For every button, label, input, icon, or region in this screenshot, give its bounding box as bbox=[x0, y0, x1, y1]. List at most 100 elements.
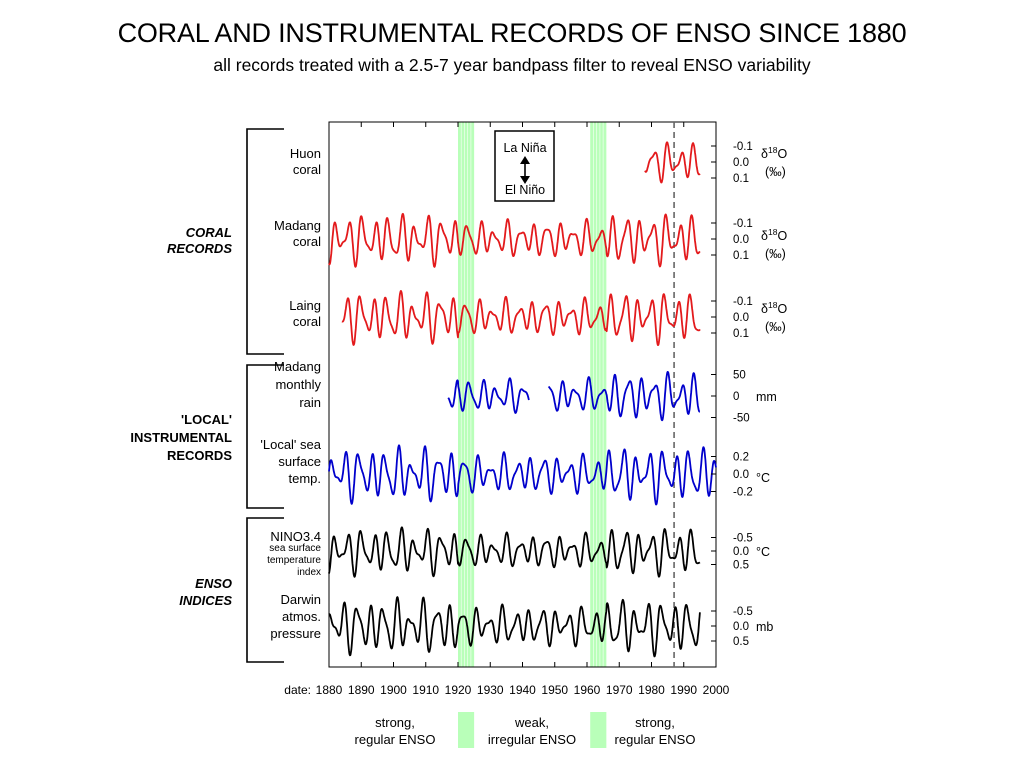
series-line bbox=[447, 371, 701, 422]
legend-arrow-up-icon bbox=[520, 156, 530, 164]
highlight-band-key bbox=[590, 712, 607, 748]
y-unit-label: δ18O bbox=[761, 227, 787, 243]
y-tick-label: 50 bbox=[733, 370, 746, 382]
series-group bbox=[328, 526, 701, 578]
y-tick-label: 0.0 bbox=[733, 469, 749, 481]
y-unit-label: °C bbox=[756, 471, 770, 485]
group-bracket bbox=[246, 364, 284, 509]
y-unit-label: (‰) bbox=[765, 320, 786, 334]
x-tick-label: 1990 bbox=[670, 683, 697, 697]
y-unit-label: °C bbox=[756, 545, 770, 559]
y-unit-label: (‰) bbox=[765, 165, 786, 179]
series-label: Madang bbox=[274, 359, 321, 374]
y-tick-label: -0.1 bbox=[733, 218, 753, 230]
y-tick-label: 0.0 bbox=[733, 157, 749, 169]
series-label: Huon bbox=[290, 146, 321, 161]
x-tick-label: 2000 bbox=[703, 683, 730, 697]
y-tick-label: 0.0 bbox=[733, 546, 749, 558]
y-tick-label: -0.2 bbox=[733, 487, 753, 499]
highlight-band-key bbox=[458, 712, 475, 748]
group-label: INDICES bbox=[179, 593, 232, 608]
la-nina-el-nino-legend: La Niña El Niño bbox=[494, 130, 555, 202]
group-label: CORAL bbox=[186, 225, 232, 240]
chart-subtitle: all records treated with a 2.5-7 year ba… bbox=[213, 55, 811, 75]
series-group bbox=[328, 444, 717, 506]
x-tick-label: 1910 bbox=[412, 683, 439, 697]
period-annotation: irregular ENSO bbox=[488, 732, 576, 747]
y-unit-label: mm bbox=[756, 390, 777, 404]
x-tick-label: 1970 bbox=[606, 683, 633, 697]
series-group bbox=[341, 290, 701, 346]
x-tick-label: 1880 bbox=[316, 683, 343, 697]
group-bracket bbox=[246, 517, 284, 663]
series-line bbox=[328, 444, 717, 506]
series-label: coral bbox=[293, 234, 321, 249]
series-group bbox=[328, 212, 701, 268]
series-line bbox=[328, 526, 701, 578]
y-unit-label: δ18O bbox=[761, 145, 787, 161]
chart-title: CORAL AND INSTRUMENTAL RECORDS OF ENSO S… bbox=[117, 18, 907, 48]
x-tick-label: 1980 bbox=[638, 683, 665, 697]
group-label: RECORDS bbox=[167, 448, 232, 463]
series-line bbox=[644, 141, 701, 184]
series-label: temp. bbox=[288, 471, 321, 486]
group-label: RECORDS bbox=[167, 241, 232, 256]
series-label: coral bbox=[293, 314, 321, 329]
legend-el-nino: El Niño bbox=[505, 183, 545, 197]
x-tick-label: 1900 bbox=[380, 683, 407, 697]
period-annotation: weak, bbox=[514, 715, 549, 730]
period-annotation: strong, bbox=[635, 715, 675, 730]
series-label: Laing bbox=[289, 298, 321, 313]
legend-la-nina: La Niña bbox=[503, 141, 546, 155]
series-label: Darwin bbox=[281, 592, 321, 607]
y-unit-label: (‰) bbox=[765, 247, 786, 261]
y-tick-label: 0.0 bbox=[733, 621, 749, 633]
series-label: sea surface bbox=[269, 543, 321, 554]
series-line bbox=[328, 212, 701, 268]
group-label: INSTRUMENTAL bbox=[130, 430, 232, 445]
y-tick-label: 0.1 bbox=[733, 328, 749, 340]
series-label: atmos. bbox=[282, 609, 321, 624]
series-group bbox=[644, 141, 701, 184]
y-tick-label: 0.1 bbox=[733, 250, 749, 262]
y-tick-label: 0.1 bbox=[733, 173, 749, 185]
series-group bbox=[328, 596, 701, 658]
series-label: rain bbox=[299, 395, 321, 410]
x-tick-label: 1930 bbox=[477, 683, 504, 697]
x-tick-label: 1950 bbox=[541, 683, 568, 697]
group-label: ENSO bbox=[195, 576, 232, 591]
series-label: NINO3.4 bbox=[270, 529, 321, 544]
series-label: index bbox=[297, 567, 321, 578]
y-unit-label: mb bbox=[756, 620, 773, 634]
y-tick-label: -0.1 bbox=[733, 141, 753, 153]
y-tick-label: 0 bbox=[733, 391, 739, 403]
series-label: pressure bbox=[270, 626, 321, 641]
period-annotation: regular ENSO bbox=[355, 732, 436, 747]
series-label: surface bbox=[278, 454, 321, 469]
x-tick-label: 1960 bbox=[574, 683, 601, 697]
legend-arrow-down-icon bbox=[520, 176, 530, 184]
x-tick-label: 1890 bbox=[348, 683, 375, 697]
series-label: Madang bbox=[274, 218, 321, 233]
series-group bbox=[447, 371, 701, 422]
y-tick-label: 0.0 bbox=[733, 234, 749, 246]
series-label: temperature bbox=[267, 555, 321, 566]
y-tick-label: -0.5 bbox=[733, 606, 753, 618]
y-tick-label: -0.1 bbox=[733, 296, 753, 308]
series-label: coral bbox=[293, 162, 321, 177]
y-tick-label: 0.5 bbox=[733, 560, 749, 572]
y-tick-label: 0.0 bbox=[733, 312, 749, 324]
group-label: 'LOCAL' bbox=[181, 412, 232, 427]
series-label: 'Local' sea bbox=[260, 437, 321, 452]
x-axis-label: date: bbox=[284, 683, 311, 697]
series-line bbox=[328, 596, 701, 658]
group-bracket bbox=[246, 128, 284, 355]
y-tick-label: -50 bbox=[733, 413, 750, 425]
x-tick-label: 1920 bbox=[445, 683, 472, 697]
series-line bbox=[341, 290, 701, 346]
series-label: monthly bbox=[275, 377, 321, 392]
x-tick-label: 1940 bbox=[509, 683, 536, 697]
y-tick-label: 0.2 bbox=[733, 452, 749, 464]
y-tick-label: -0.5 bbox=[733, 533, 753, 545]
